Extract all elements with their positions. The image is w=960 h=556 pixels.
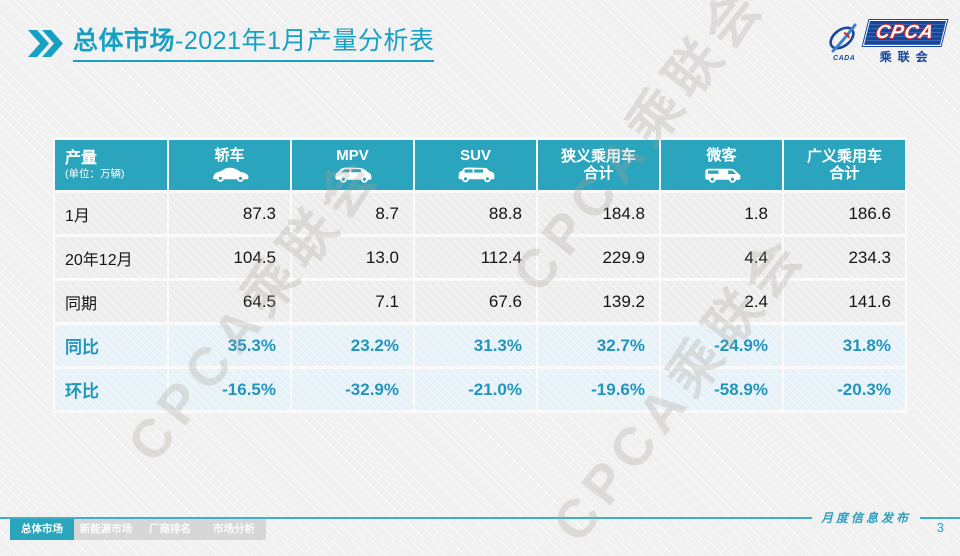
column-header-microvan: 微客	[661, 140, 782, 190]
footer-rule	[0, 517, 960, 519]
cell-value: 139.2	[538, 281, 659, 322]
column-label: MPV	[336, 146, 369, 164]
production-table: 产量 (单位：万辆) 轿车 MPV	[53, 137, 907, 413]
cell-value: -32.9%	[292, 369, 413, 410]
table-header: 产量 (单位：万辆) 轿车 MPV	[55, 140, 905, 190]
cell-value: 13.0	[292, 237, 413, 278]
column-sublabel: 合计	[583, 165, 614, 182]
sedan-icon	[212, 167, 248, 182]
cell-value: -21.0%	[415, 369, 536, 410]
cell-value: 35.3%	[169, 325, 290, 366]
cell-value: 104.5	[169, 237, 290, 278]
cell-value: 31.8%	[784, 325, 905, 366]
cell-value: 112.4	[415, 237, 536, 278]
tab-oem-ranking[interactable]: 厂商排名	[138, 519, 202, 540]
tab-overall-market[interactable]: 总体市场	[10, 519, 74, 540]
cpca-logo: CADA CPCA 乘联会	[825, 20, 948, 65]
suv-icon	[458, 167, 494, 183]
corner-title: 产量	[65, 150, 98, 168]
row-label: 同比	[55, 325, 167, 366]
footer-caption-text: 月度信息发布	[811, 511, 920, 525]
table-row: 环比 -16.5% -32.9% -21.0% -19.6% -58.9% -20.3%	[55, 369, 905, 410]
corner-header: 产量 (单位：万辆)	[55, 140, 167, 190]
logo-swoosh: CADA	[825, 23, 863, 62]
mpv-icon	[334, 167, 371, 183]
cell-value: 32.7%	[538, 325, 659, 366]
tab-nev-market[interactable]: 新能源市场	[74, 519, 138, 540]
column-header-narrow-pv: 狭义乘用车 合计	[538, 140, 659, 190]
page-number: 3	[936, 520, 944, 535]
column-label: 广义乘用车	[806, 147, 882, 165]
cell-value: 186.6	[784, 193, 905, 234]
cell-value: 64.5	[169, 281, 290, 322]
cell-value: 31.3%	[415, 325, 536, 366]
row-label: 1月	[55, 193, 167, 234]
cell-value: 1.8	[661, 193, 782, 234]
cell-value: 67.6	[415, 281, 536, 322]
row-label: 环比	[55, 369, 167, 410]
cell-value: 87.3	[169, 193, 290, 234]
table-row: 20年12月 104.5 13.0 112.4 229.9 4.4 234.3	[55, 237, 905, 278]
cell-value: 23.2%	[292, 325, 413, 366]
cell-value: 229.9	[538, 237, 659, 278]
page-title: 总体市场-2021年1月产量分析表	[73, 27, 435, 62]
cell-value: 7.1	[292, 281, 413, 322]
cell-value: -58.9%	[661, 369, 782, 410]
title-section: 总体市场	[73, 27, 176, 55]
footer-caption: 月度信息发布	[778, 509, 954, 527]
cell-value: 184.8	[538, 193, 659, 234]
row-label: 20年12月	[55, 237, 167, 278]
table-row: 1月 87.3 8.7 88.8 184.8 1.8 186.6	[55, 193, 905, 234]
cell-value: 88.8	[415, 193, 536, 234]
cpca-chinese-name: 乘联会	[879, 50, 934, 64]
column-label: 狭义乘用车	[560, 147, 636, 165]
cell-value: 4.4	[661, 237, 782, 278]
cell-value: -20.3%	[784, 369, 905, 410]
column-header-mpv: MPV	[292, 140, 413, 190]
cell-value: 234.3	[784, 237, 905, 278]
cell-value: 8.7	[292, 193, 413, 234]
column-header-sedan: 轿车	[169, 140, 290, 190]
cpca-badge: CPCA	[862, 20, 948, 46]
microvan-icon	[704, 168, 740, 183]
cell-value: 141.6	[784, 281, 905, 322]
double-chevron-icon	[28, 30, 63, 57]
row-label: 同期	[55, 281, 167, 322]
cell-value: -16.5%	[169, 369, 290, 410]
column-label: 轿车	[214, 146, 245, 164]
cell-value: -24.9%	[661, 325, 782, 366]
swoosh-icon	[829, 23, 857, 53]
column-sublabel: 合计	[829, 165, 860, 182]
table-row: 同期 64.5 7.1 67.6 139.2 2.4 141.6	[55, 281, 905, 322]
title-bar: 总体市场-2021年1月产量分析表	[28, 27, 435, 62]
swoosh-caption: CADA	[833, 55, 856, 62]
logo-badge: CPCA 乘联会	[862, 20, 948, 65]
column-label: 微客	[706, 146, 737, 164]
column-header-broad-pv: 广义乘用车 合计	[784, 140, 905, 190]
table-row: 同比 35.3% 23.2% 31.3% 32.7% -24.9% 31.8%	[55, 325, 905, 366]
table-body: 1月 87.3 8.7 88.8 184.8 1.8 186.6 20年12月 104.5 13.…	[55, 193, 905, 410]
cell-value: 2.4	[661, 281, 782, 322]
cpca-text: CPCA	[874, 22, 937, 43]
cell-value: -19.6%	[538, 369, 659, 410]
tab-market-analysis[interactable]: 市场分析	[202, 519, 266, 540]
column-label: SUV	[460, 146, 491, 164]
corner-unit: (单位：万辆)	[65, 168, 125, 181]
title-detail: -2021年1月产量分析表	[175, 27, 435, 55]
footer-nav: 总体市场 新能源市场 厂商排名 市场分析	[10, 519, 266, 540]
column-header-suv: SUV	[415, 140, 536, 190]
